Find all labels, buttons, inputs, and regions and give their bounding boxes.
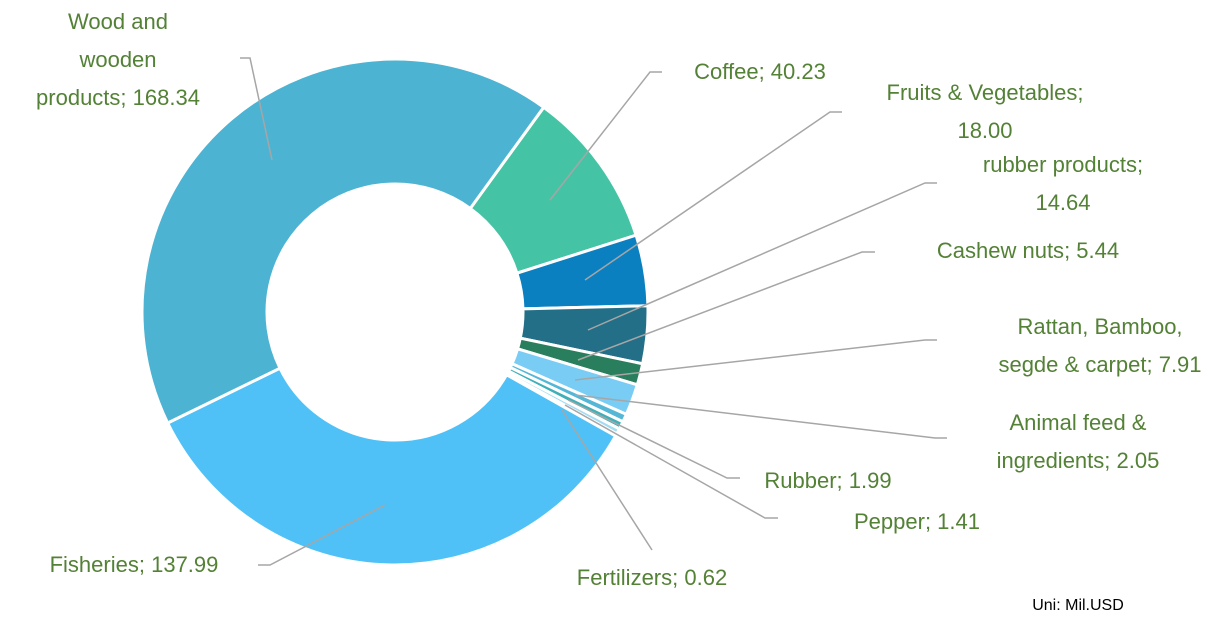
category-name: Rubber — [764, 468, 837, 493]
leader-line — [574, 339, 937, 381]
data-label: Fisheries; 137.99 — [49, 552, 219, 577]
leader-line — [574, 394, 947, 439]
donut-slice — [165, 366, 618, 567]
unit-note: Uni: Mil.USD — [1032, 597, 1124, 614]
value-label: 2.05 — [1116, 448, 1160, 473]
leader-line — [549, 71, 662, 201]
value-label: 18.00 — [957, 118, 1013, 143]
leader-line — [561, 409, 653, 551]
data-label: Rubber; 1.99 — [764, 468, 892, 493]
value-label: 0.62 — [684, 565, 728, 590]
leader-line — [258, 504, 386, 566]
leader-line — [567, 399, 740, 479]
category-name: Fertilizers — [576, 565, 673, 590]
category-name: rubber products — [982, 152, 1137, 177]
value-label: 7.91 — [1158, 352, 1202, 377]
leader-line — [584, 111, 842, 281]
data-label: Wood and wooden products; 168.34 — [36, 9, 200, 110]
leader-line — [577, 251, 875, 361]
data-label: Pepper; 1.41 — [853, 509, 981, 534]
donut-slice — [140, 57, 546, 426]
data-label: Coffee; 40.23 — [694, 59, 826, 84]
value-label: 40.23 — [770, 59, 826, 84]
category-name: Wood and wooden products — [36, 9, 168, 110]
category-name: Coffee — [694, 59, 759, 84]
leader-line — [240, 57, 273, 161]
value-label: 5.44 — [1076, 238, 1120, 263]
data-label: Cashew nuts; 5.44 — [936, 238, 1120, 263]
value-label: 137.99 — [151, 552, 219, 577]
value-label: 1.99 — [848, 468, 892, 493]
category-name: Fruits & Vegetables — [886, 80, 1078, 105]
category-name: Fisheries — [49, 552, 139, 577]
data-label: Rattan, Bamboo, segde & carpet; 7.91 — [998, 314, 1202, 377]
value-label: 1.41 — [937, 509, 981, 534]
category-name: Animal feed & ingredients — [996, 410, 1147, 473]
data-label: Animal feed & ingredients; 2.05 — [996, 410, 1160, 473]
category-name: Rattan, Bamboo, segde & carpet — [998, 314, 1183, 377]
value-label: 168.34 — [132, 85, 200, 110]
data-label: rubber products; 14.64 — [982, 152, 1144, 215]
category-name: Pepper — [853, 509, 925, 534]
leader-line — [587, 182, 937, 331]
value-label: 14.64 — [1035, 190, 1091, 215]
data-label: Fertilizers; 0.62 — [576, 565, 728, 590]
leader-line — [564, 404, 778, 519]
category-name: Cashew nuts — [936, 238, 1065, 263]
data-label: Fruits & Vegetables; 18.00 — [886, 80, 1084, 143]
